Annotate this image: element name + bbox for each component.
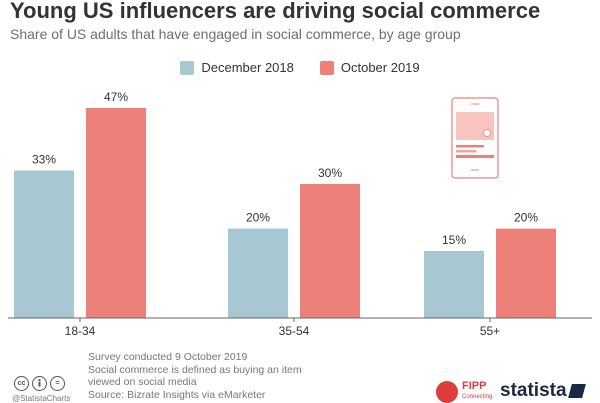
- footer-notes: Survey conducted 9 October 2019 Social c…: [88, 351, 328, 401]
- fipp-logo-text: FIPP: [462, 380, 487, 392]
- statista-logo-text: statista: [500, 380, 567, 401]
- data-label-55+-series-1: 15%: [442, 233, 466, 247]
- statista-logo-mark: [567, 384, 586, 398]
- phone-illustration: [451, 97, 499, 179]
- footer-note-definition-2: viewed on social media: [88, 376, 197, 388]
- legend-swatch-series-2: [319, 60, 334, 75]
- x-ticks-group: 18-34 35-54 55+: [65, 318, 500, 338]
- legend-item-series-2: October 2019: [319, 60, 420, 75]
- footer-note-survey: Survey conducted 9 October 2019: [88, 351, 248, 363]
- data-label-35-54-series-2: 30%: [318, 166, 342, 180]
- phone-button-icon: [483, 129, 491, 137]
- bars-group: 33% 20% 15% 47% 30% 20%: [14, 90, 556, 318]
- fipp-logo-subtext: Connecting: [462, 394, 493, 400]
- legend: December 2018 October 2019: [0, 60, 600, 75]
- footer-note-definition-1: Social commerce is defined as buying an …: [88, 363, 302, 376]
- data-label-18-34-series-2: 47%: [104, 90, 128, 104]
- x-tick-label-35-54: 35-54: [279, 324, 310, 338]
- data-label-18-34-series-1: 33%: [32, 153, 56, 167]
- cc-icon[interactable]: cc: [14, 376, 29, 391]
- bar-55+-series-2: [496, 228, 556, 318]
- bar-35-54-series-2: [300, 183, 360, 318]
- legend-item-series-1: December 2018: [180, 60, 294, 75]
- data-label-55+-series-2: 20%: [514, 211, 538, 225]
- bar-18-34-series-1: [14, 170, 74, 318]
- chart-title: Young US influencers are driving social …: [10, 0, 541, 23]
- legend-label-series-1: December 2018: [201, 60, 294, 75]
- data-label-35-54-series-1: 20%: [246, 211, 270, 225]
- legend-swatch-series-1: [180, 60, 195, 75]
- statista-logo[interactable]: statista: [500, 380, 586, 402]
- bar-55+-series-1: [424, 250, 484, 318]
- phone-text-line-1: [456, 145, 484, 148]
- no-derivatives-icon[interactable]: =: [50, 376, 65, 391]
- chart-subtitle: Share of US adults that have engaged in …: [10, 26, 461, 42]
- phone-text-line-2: [456, 150, 476, 153]
- footer-note-source: Source: Bizrate Insights via eMarketer: [88, 388, 266, 401]
- bar-35-54-series-1: [228, 228, 288, 318]
- x-tick-label-18-34: 18-34: [65, 324, 96, 338]
- fipp-logo-mark: [436, 381, 458, 403]
- phone-text-line-3: [456, 155, 494, 158]
- legend-label-series-2: October 2019: [340, 60, 420, 75]
- x-tick-label-55+: 55+: [480, 324, 500, 338]
- attribution-icon[interactable]: [32, 376, 47, 391]
- fipp-logo[interactable]: FIPP Connecting: [436, 381, 492, 403]
- license-icons: cc =: [14, 376, 65, 391]
- twitter-handle[interactable]: @StatistaCharts: [12, 394, 71, 403]
- bar-18-34-series-2: [86, 108, 146, 318]
